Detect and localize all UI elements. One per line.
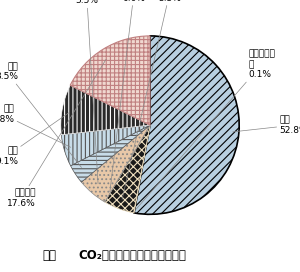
Wedge shape	[70, 36, 150, 125]
Text: ガス
5.8%: ガス 5.8%	[0, 105, 71, 147]
Wedge shape	[81, 125, 150, 202]
Wedge shape	[134, 125, 150, 213]
Text: 潤滑油
0.0%: 潤滑油 0.0%	[110, 0, 146, 192]
Text: 軽油
9.1%: 軽油 9.1%	[0, 113, 69, 166]
Wedge shape	[61, 85, 150, 135]
Wedge shape	[61, 125, 150, 166]
Text: 重油
3.5%: 重油 3.5%	[0, 62, 82, 168]
Wedge shape	[105, 125, 150, 213]
Text: ガソリン
17.6%: ガソリン 17.6%	[7, 59, 106, 208]
Text: 灯油
5.5%: 灯油 5.5%	[75, 0, 98, 184]
Wedge shape	[134, 36, 239, 214]
Text: ジェット燃
料
0.1%: ジェット燃 料 0.1%	[136, 50, 275, 209]
Wedge shape	[70, 125, 150, 182]
Wedge shape	[105, 125, 150, 202]
Text: 図３: 図３	[42, 249, 56, 262]
Text: 電力
52.8%: 電力 52.8%	[233, 115, 300, 135]
Text: CO₂のエネルギー別排出量内訳: CO₂のエネルギー別排出量内訳	[78, 249, 186, 262]
Text: 石炭
5.5%: 石炭 5.5%	[122, 0, 181, 199]
